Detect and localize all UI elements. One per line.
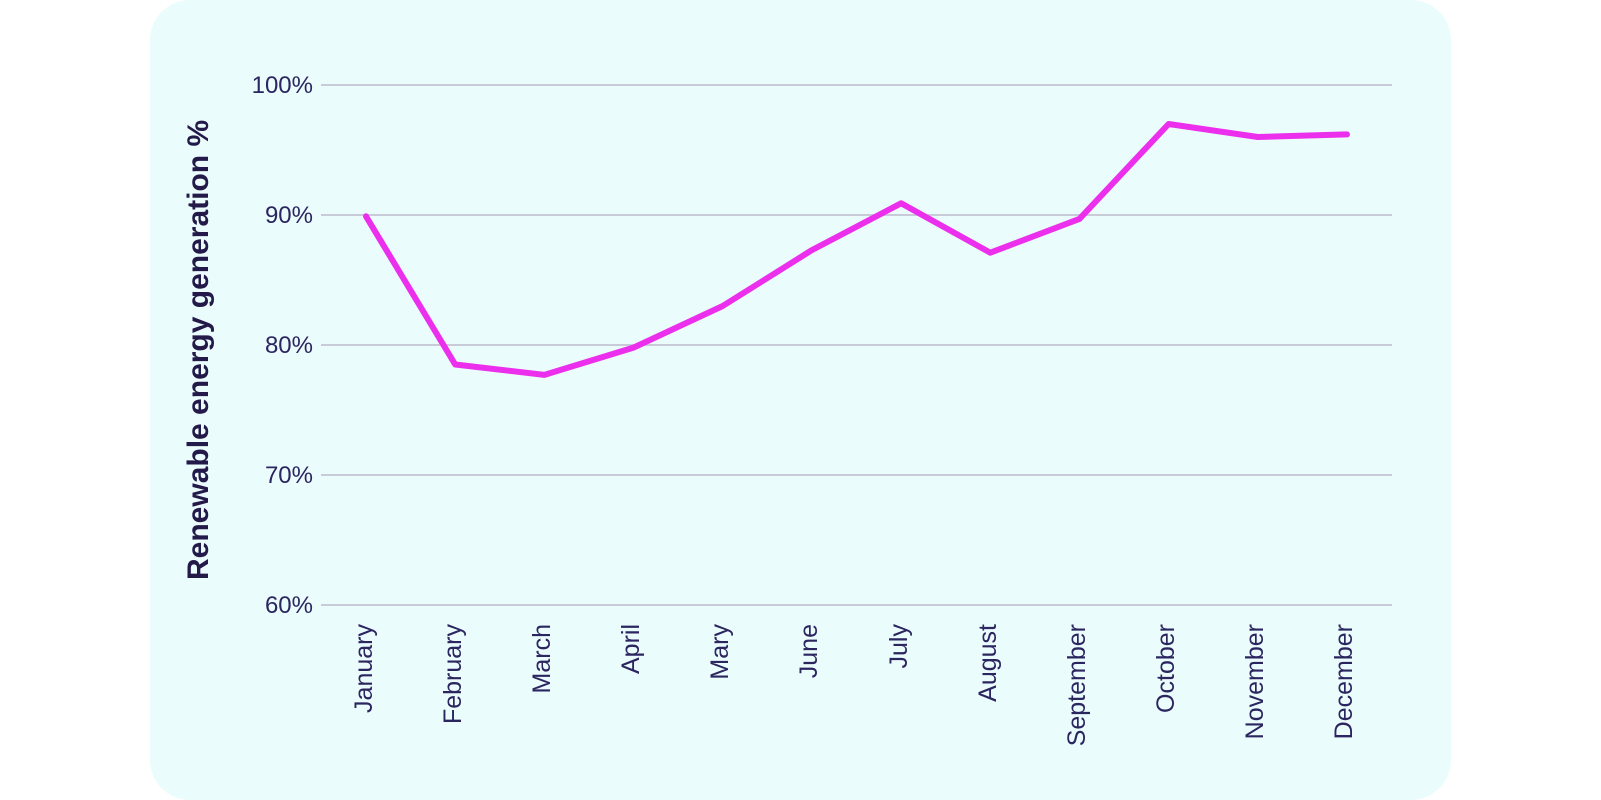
- svg-text:November: November: [1241, 624, 1269, 739]
- svg-text:100%: 100%: [252, 72, 313, 99]
- svg-text:90%: 90%: [265, 202, 313, 229]
- svg-text:Renewable energy generation %: Renewable energy generation %: [182, 120, 215, 580]
- svg-text:September: September: [1063, 624, 1091, 746]
- svg-text:August: August: [974, 624, 1002, 702]
- svg-text:April: April: [617, 624, 645, 674]
- svg-text:June: June: [795, 624, 823, 678]
- svg-text:70%: 70%: [265, 462, 313, 489]
- svg-text:February: February: [439, 624, 467, 725]
- svg-text:80%: 80%: [265, 332, 313, 359]
- svg-text:Mary: Mary: [706, 624, 734, 680]
- svg-text:October: October: [1152, 624, 1180, 713]
- svg-text:December: December: [1330, 624, 1358, 739]
- svg-text:March: March: [528, 624, 556, 693]
- svg-text:60%: 60%: [265, 592, 313, 619]
- svg-text:January: January: [350, 624, 378, 713]
- svg-text:July: July: [885, 624, 913, 669]
